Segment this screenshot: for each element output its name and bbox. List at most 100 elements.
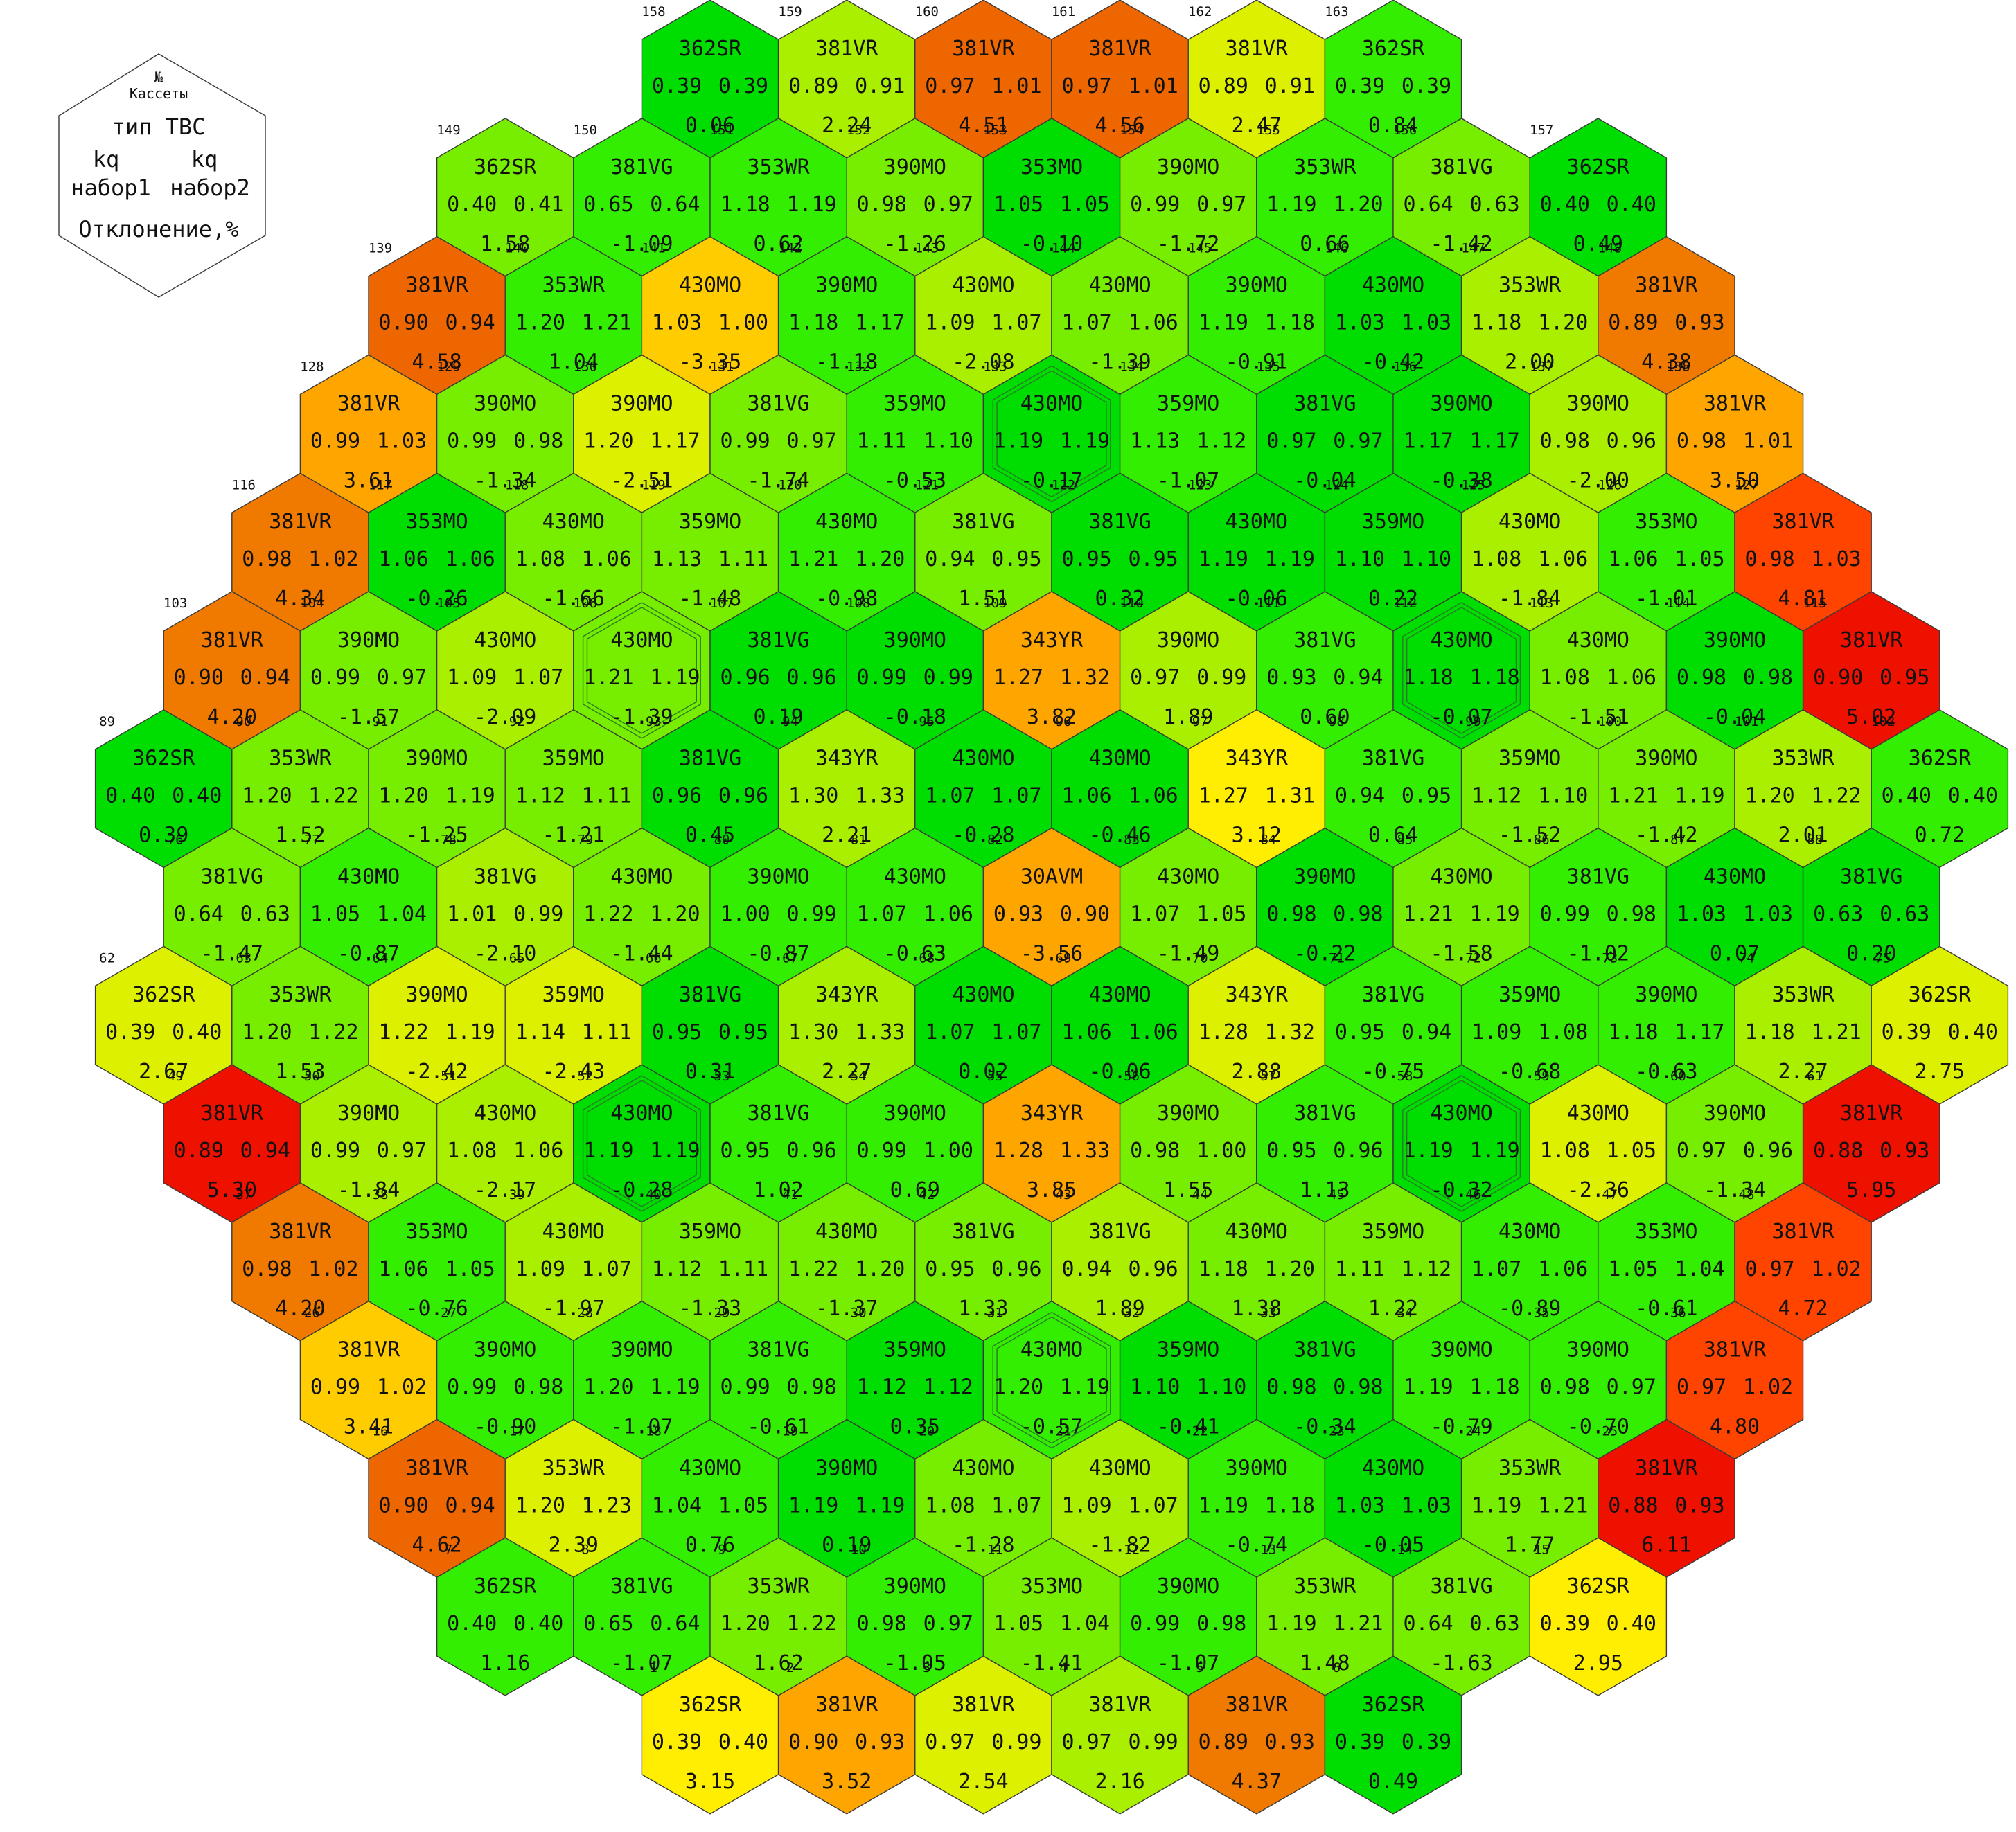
kq-set1: 1.04	[652, 1493, 702, 1518]
assembly-cell-1: 1 362SR 0.39 0.40 3.15	[641, 1655, 779, 1815]
deviation-percent: -0.87	[337, 942, 400, 966]
assembly-cell-35: 35 390MO 0.98 0.97 -0.70	[1529, 1300, 1668, 1460]
kq-set1: 1.27	[993, 666, 1043, 690]
assembly-type: 430MO	[610, 628, 673, 652]
assembly-number: 147	[1461, 241, 1485, 256]
kq-set2: 0.40	[1948, 784, 1998, 808]
assembly-number: 41	[782, 1187, 798, 1202]
assembly-number: 143	[915, 241, 939, 256]
deviation-percent: -1.07	[610, 1651, 673, 1675]
kq-set1: 0.97	[1677, 1376, 1726, 1400]
assembly-cell-103: 103 381VR 0.90 0.94 4.20	[163, 591, 301, 750]
assembly-number: 83	[1124, 833, 1140, 848]
deviation-percent: -1.51	[1567, 705, 1629, 729]
assembly-number: 52	[577, 1069, 593, 1084]
assembly-cell-2: 2 381VR 0.90 0.93 3.52	[777, 1655, 916, 1815]
assembly-cell-137: 137 390MO 0.98 0.96 -2.00	[1529, 354, 1668, 514]
kq-set2: 1.06	[1128, 1020, 1178, 1044]
assembly-type: 390MO	[1157, 628, 1219, 652]
kq-set1: 0.98	[1540, 1376, 1590, 1400]
assembly-number: 135	[1257, 359, 1280, 375]
deviation-percent: 3.61	[344, 468, 394, 492]
assembly-number: 38	[373, 1187, 389, 1202]
assembly-number: 31	[987, 1306, 1003, 1321]
assembly-cell-76: 76 381VG 0.64 0.63 -1.47	[163, 827, 301, 987]
kq-set2: 1.02	[377, 1376, 427, 1400]
assembly-type: 381VR	[952, 1693, 1015, 1717]
kq-set1: 1.12	[515, 784, 565, 808]
assembly-cell-68: 68 430MO 1.07 1.07 0.02	[914, 945, 1052, 1105]
deviation-percent: -1.34	[1704, 1178, 1766, 1202]
assembly-type: 430MO	[610, 1101, 673, 1126]
assembly-type: 381VG	[1293, 628, 1356, 652]
assembly-type: 343YR	[1020, 628, 1084, 652]
assembly-number: 156	[1393, 123, 1417, 138]
deviation-percent: 1.58	[480, 232, 530, 256]
assembly-cell-109: 109 343YR 1.27 1.32 3.82	[982, 591, 1121, 750]
assembly-number: 152	[847, 123, 870, 138]
assembly-cell-39: 39 430MO 1.09 1.07 -1.97	[504, 1182, 643, 1342]
deviation-percent: 1.48	[1300, 1651, 1350, 1675]
kq-set2: 0.94	[1333, 666, 1383, 690]
deviation-percent: 2.67	[139, 1060, 188, 1084]
assembly-cell-24: 24 353WR 1.19 1.21 1.77	[1460, 1419, 1599, 1578]
assembly-number: 32	[1124, 1306, 1140, 1321]
deviation-percent: -0.28	[952, 824, 1014, 848]
kq-set1: 0.99	[1130, 193, 1180, 217]
assembly-number: 112	[1393, 596, 1417, 611]
assembly-type: 381VG	[747, 1101, 809, 1126]
assembly-type: 30AVM	[1020, 865, 1083, 889]
legend-deviation-label: Отклонение,%	[78, 216, 238, 242]
kq-set2: 1.03	[1402, 311, 1451, 335]
assembly-type: 353WR	[747, 1574, 810, 1599]
deviation-percent: 5.30	[207, 1178, 257, 1202]
assembly-cell-99: 99 359MO 1.12 1.10 -1.52	[1460, 709, 1599, 869]
assembly-number: 115	[1803, 596, 1826, 611]
kq-set1: 0.95	[720, 1139, 770, 1163]
kq-set1: 0.39	[1882, 1020, 1931, 1044]
legend-number-label: №	[154, 69, 163, 85]
assembly-cell-121: 121 381VG 0.94 0.95 1.51	[914, 472, 1052, 632]
deviation-percent: 4.81	[1778, 587, 1828, 611]
assembly-number: 57	[1260, 1069, 1276, 1084]
assembly-type: 390MO	[1704, 628, 1766, 652]
assembly-number: 114	[1666, 596, 1690, 611]
assembly-number: 157	[1530, 123, 1553, 138]
kq-set1: 1.07	[1061, 311, 1111, 335]
kq-set1: 0.94	[925, 547, 975, 571]
assembly-cell-46: 46 430MO 1.07 1.06 -0.89	[1460, 1182, 1599, 1342]
assembly-type: 353WR	[1293, 155, 1356, 179]
assembly-number: 145	[1188, 241, 1212, 256]
kq-set2: 1.07	[991, 784, 1041, 808]
kq-set1: 1.17	[1403, 429, 1453, 453]
deviation-percent: 0.32	[1095, 587, 1144, 611]
assembly-number: 10	[851, 1542, 867, 1557]
kq-set2: 1.22	[1811, 784, 1861, 808]
kq-set1: 1.20	[515, 311, 565, 335]
assembly-type: 390MO	[337, 1101, 400, 1126]
assembly-cell-67: 67 343YR 1.30 1.33 2.27	[777, 945, 916, 1105]
kq-set1: 0.94	[1335, 784, 1385, 808]
deviation-percent: -3.56	[1020, 942, 1083, 966]
assembly-number: 36	[1670, 1306, 1686, 1321]
deviation-percent: -1.42	[1430, 232, 1492, 256]
kq-set1: 0.64	[1403, 193, 1453, 217]
assembly-number: 104	[300, 596, 324, 611]
assembly-type: 381VG	[679, 983, 741, 1007]
assembly-type: 381VR	[269, 1220, 332, 1244]
kq-set2: 0.63	[1469, 1612, 1519, 1636]
assembly-number: 94	[782, 714, 798, 729]
deviation-percent: -1.57	[337, 705, 400, 729]
assembly-number: 144	[1052, 241, 1075, 256]
assembly-type: 362SR	[679, 1693, 742, 1717]
deviation-percent: -1.72	[1157, 232, 1219, 256]
kq-set2: 1.07	[991, 1020, 1041, 1044]
kq-set2: 0.63	[240, 902, 290, 927]
deviation-percent: 1.55	[1163, 1178, 1213, 1202]
kq-set1: 0.98	[1540, 429, 1590, 453]
kq-set1: 1.19	[1199, 311, 1248, 335]
assembly-type: 381VG	[474, 865, 536, 889]
deviation-percent: 1.13	[1300, 1178, 1350, 1202]
kq-set2: 1.10	[1402, 547, 1451, 571]
